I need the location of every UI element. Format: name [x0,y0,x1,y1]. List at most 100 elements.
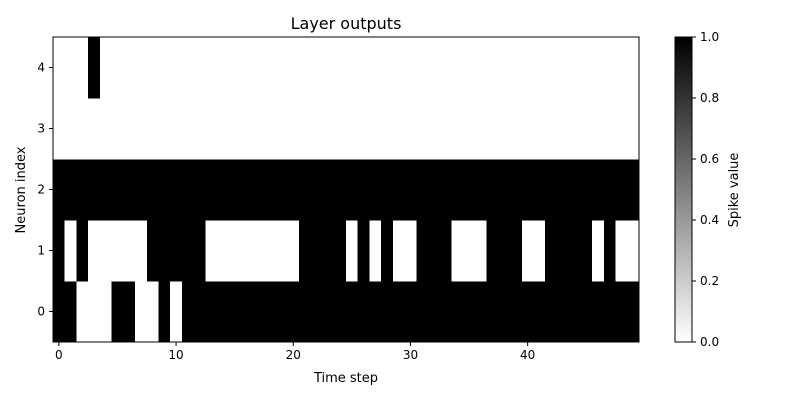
heatmap-cell [498,281,511,343]
heatmap-cell [580,98,593,160]
heatmap-cell [357,281,370,343]
heatmap-cell [310,220,323,282]
heatmap-cell [252,37,265,99]
heatmap-cell [53,98,66,160]
heatmap-cell [486,37,499,99]
heatmap-cell [533,37,546,99]
heatmap-cell [568,98,581,160]
heatmap-cell [205,220,218,282]
heatmap-cell [123,220,136,282]
heatmap-cell [369,281,382,343]
heatmap-cell [404,159,417,221]
heatmap-cell [252,220,265,282]
heatmap-cell [64,220,77,282]
heatmap-cell [545,159,558,221]
heatmap-cell [592,98,605,160]
y-axis-ticks: 0 1 2 3 4 [37,61,53,319]
heatmap-cell [170,98,183,160]
heatmap-cell [53,159,66,221]
heatmap-cell [627,220,640,282]
heatmap-cell [217,281,230,343]
heatmap-cell [334,281,347,343]
heatmap-cell [287,281,300,343]
heatmap-cell [463,220,476,282]
heatmap-cell [193,281,206,343]
heatmap-cell [404,281,417,343]
heatmap-cell [439,159,452,221]
x-axis-ticks: 0 10 20 30 40 [55,342,535,362]
heatmap-cell [545,37,558,99]
x-tick-label: 10 [168,348,183,362]
heatmap-cell [357,159,370,221]
heatmap-cell [193,220,206,282]
x-tick-label: 0 [55,348,63,362]
x-tick-label: 30 [403,348,418,362]
x-tick-label: 20 [286,348,301,362]
heatmap-cell [392,281,405,343]
heatmap-cell [252,98,265,160]
heatmap-cell [428,281,441,343]
heatmap-cell [205,159,218,221]
heatmap-cell [346,98,359,160]
heatmap-cell [228,220,241,282]
heatmap-cell [263,37,277,99]
heatmap-cell [568,220,581,282]
heatmap-cell [381,220,394,282]
heatmap-cell [603,98,616,160]
heatmap-cell [217,37,230,99]
heatmap-cell [334,98,347,160]
heatmap-cell [111,98,124,160]
heatmap-cell [240,281,253,343]
heatmap-cell [463,281,476,343]
heatmap-cell [439,281,452,343]
heatmap-cell [158,281,171,343]
heatmap-cell [416,159,429,221]
y-tick-label: 2 [37,183,45,197]
heatmap-cell [486,281,499,343]
heatmap-cell [510,281,523,343]
heatmap-cell [357,37,370,99]
heatmap-cell [334,37,347,99]
heatmap-cell [346,281,359,343]
heatmap-cell [603,37,616,99]
x-axis-label: Time step [313,371,378,386]
heatmap-cell [533,281,546,343]
heatmap-cell [474,220,488,282]
heatmap-cell [275,281,288,343]
heatmap-cell [580,159,593,221]
heatmap-cell [170,159,183,221]
heatmap-cell [428,159,441,221]
heatmap-cell [521,220,534,282]
heatmap-cell [510,220,523,282]
heatmap-cell [123,98,136,160]
heatmap-cell [217,98,230,160]
heatmap-cell [111,220,124,282]
heatmap-cell [181,159,195,221]
heatmap-cell [275,220,288,282]
heatmap-cell [381,37,394,99]
colorbar-tick-label: 0.2 [700,274,719,288]
heatmap-cell [357,98,370,160]
heatmap-cell [275,159,288,221]
heatmap-cell [76,281,89,343]
heatmap-cell [252,159,265,221]
heatmap-cell [88,98,101,160]
heatmap-cell [64,281,77,343]
heatmap-cell [146,159,159,221]
heatmap-cell [439,98,452,160]
heatmap-cell [615,159,628,221]
heatmap-cell [556,220,570,282]
heatmap-cell [299,220,312,282]
heatmap-cell [287,159,300,221]
heatmap-cell [111,159,124,221]
colorbar-ticks: 0.0 0.2 0.4 0.6 0.8 1.0 [692,30,719,349]
heatmap-cell [416,98,429,160]
heatmap-cell [228,159,241,221]
heatmap-cell [404,220,417,282]
heatmap-cell [521,98,534,160]
heatmap-cell [123,281,136,343]
heatmap-cell [76,37,89,99]
heatmap-cell [615,281,628,343]
heatmap-cell [205,281,218,343]
